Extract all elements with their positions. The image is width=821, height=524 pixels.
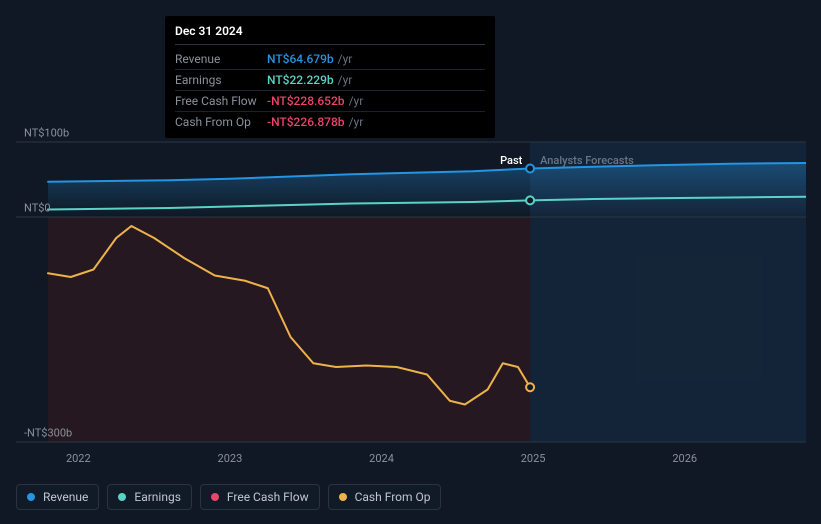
- legend-item-earnings[interactable]: Earnings: [107, 484, 192, 510]
- legend-item-cashop[interactable]: Cash From Op: [328, 484, 442, 510]
- y-axis-label: -NT$300b: [24, 427, 72, 440]
- legend-label: Revenue: [43, 490, 88, 504]
- legend-item-revenue[interactable]: Revenue: [16, 484, 99, 510]
- tooltip-row-value: -NT$226.878b: [267, 115, 345, 129]
- revenue-marker: [526, 164, 534, 172]
- tooltip-row-unit: /yr: [338, 73, 353, 87]
- x-axis-label: 2024: [369, 452, 394, 465]
- legend-swatch: [339, 493, 347, 501]
- legend-swatch: [211, 493, 219, 501]
- x-axis-label: 2022: [66, 452, 91, 465]
- legend-label: Earnings: [134, 490, 181, 504]
- legend-swatch: [27, 493, 35, 501]
- data-tooltip: Dec 31 2024 RevenueNT$64.679b/yrEarnings…: [165, 16, 495, 138]
- legend-swatch: [118, 493, 126, 501]
- legend-label: Free Cash Flow: [227, 490, 309, 504]
- tooltip-row-value: -NT$228.652b: [267, 94, 345, 108]
- cashop-marker: [526, 383, 534, 391]
- tooltip-row-label: Free Cash Flow: [175, 94, 267, 108]
- x-axis-label: 2025: [521, 452, 546, 465]
- past-label: Past: [500, 154, 522, 167]
- x-axis-labels: 2022 2023 2024 2025 2026: [16, 452, 806, 468]
- x-axis-label: 2026: [672, 452, 697, 465]
- forecast-label: Analysts Forecasts: [540, 154, 634, 167]
- tooltip-row: Cash From Op-NT$226.878b/yr: [175, 112, 485, 132]
- tooltip-row: EarningsNT$22.229b/yr: [175, 70, 485, 91]
- legend-label: Cash From Op: [355, 490, 431, 504]
- chart-legend: Revenue Earnings Free Cash Flow Cash From O…: [16, 484, 441, 510]
- tooltip-row-value: NT$22.229b: [267, 73, 334, 87]
- tooltip-row-label: Cash From Op: [175, 115, 267, 129]
- tooltip-row-value: NT$64.679b: [267, 52, 334, 66]
- tooltip-row-label: Earnings: [175, 73, 267, 87]
- y-axis-label: NT$0: [24, 202, 51, 215]
- financials-chart: NT$100b NT$0 -NT$300b Past Analysts Foreca…: [16, 120, 806, 450]
- tooltip-row-unit: /yr: [349, 115, 364, 129]
- earnings-marker: [526, 196, 534, 204]
- chart-canvas: [16, 120, 806, 450]
- y-axis-label: NT$100b: [24, 127, 69, 140]
- tooltip-row: RevenueNT$64.679b/yr: [175, 49, 485, 70]
- tooltip-row-unit: /yr: [349, 94, 364, 108]
- tooltip-date: Dec 31 2024: [175, 24, 485, 45]
- x-axis-label: 2023: [218, 452, 243, 465]
- tooltip-row-label: Revenue: [175, 52, 267, 66]
- tooltip-row-unit: /yr: [338, 52, 353, 66]
- past-shade: [48, 217, 530, 442]
- legend-item-fcf[interactable]: Free Cash Flow: [200, 484, 320, 510]
- tooltip-row: Free Cash Flow-NT$228.652b/yr: [175, 91, 485, 112]
